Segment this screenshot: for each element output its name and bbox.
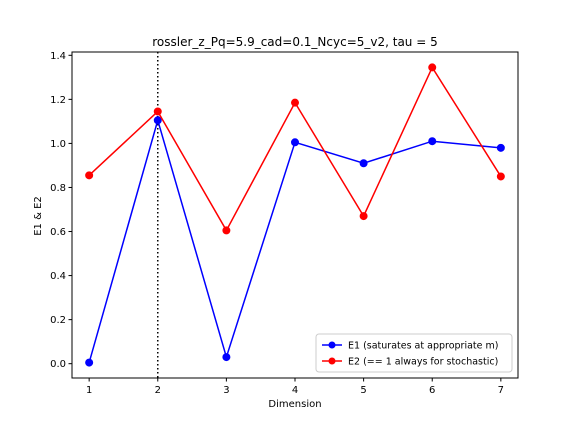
series-e2 <box>85 63 505 235</box>
chart-title: rossler_z_Pq=5.9_cad=0.1_Ncyc=5_v2, tau … <box>152 35 437 49</box>
legend-swatch-marker <box>328 357 336 365</box>
y-tick-label: 0.4 <box>50 271 66 282</box>
legend-box <box>315 333 513 373</box>
series-e1 <box>85 116 505 367</box>
data-point <box>291 98 299 107</box>
y-axis-label: E1 & E2 <box>33 196 44 236</box>
series-line <box>88 65 502 232</box>
data-point <box>291 138 299 147</box>
y-tick-label: 1.4 <box>50 51 66 62</box>
data-point <box>496 172 505 181</box>
x-tick-label: 6 <box>429 385 435 396</box>
x-tick-label: 1 <box>86 385 92 396</box>
data-point <box>428 137 437 146</box>
x-tick-label: 5 <box>360 385 366 396</box>
x-tick-label: 2 <box>155 385 161 396</box>
legend-swatch-marker <box>328 341 336 349</box>
x-tick-label: 3 <box>223 385 229 396</box>
plot-area: 1 2 3 4 5 6 7 0.0 0.2 0.4 0.6 0.8 1.0 1.2 1.4 <box>50 51 519 396</box>
data-point <box>153 116 162 125</box>
x-axis-label: Dimension <box>268 399 321 410</box>
legend-item: E1 (saturates at appropriate m) <box>322 341 498 352</box>
y-tick-label: 0.8 <box>50 183 66 194</box>
x-tick-label: 7 <box>498 385 504 396</box>
legend-item: E2 (== 1 always for stochastic) <box>322 357 498 368</box>
legend-label: E2 (== 1 always for stochastic) <box>348 357 498 368</box>
y-tick-label: 0.2 <box>50 315 66 326</box>
legend-label: E1 (saturates at appropriate m) <box>348 341 498 352</box>
x-tick-label: 4 <box>292 385 298 396</box>
data-point <box>359 159 368 168</box>
data-point <box>85 171 94 180</box>
data-point <box>359 212 368 221</box>
data-point <box>222 226 231 235</box>
legend: E1 (saturates at appropriate m) E2 (== 1 … <box>315 333 513 373</box>
data-point <box>222 353 231 362</box>
data-point <box>496 143 505 152</box>
data-point <box>428 63 437 72</box>
y-tick-label: 0.0 <box>50 359 66 370</box>
y-tick-label: 0.6 <box>50 227 66 238</box>
series-line <box>88 117 501 363</box>
data-point <box>153 107 162 116</box>
y-tick-label: 1.0 <box>50 139 66 150</box>
data-point <box>85 358 94 367</box>
y-tick-label: 1.2 <box>50 95 66 106</box>
